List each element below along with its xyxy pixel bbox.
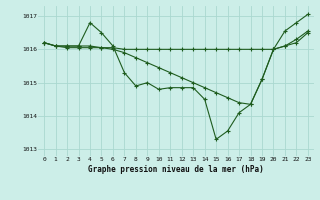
X-axis label: Graphe pression niveau de la mer (hPa): Graphe pression niveau de la mer (hPa)	[88, 165, 264, 174]
